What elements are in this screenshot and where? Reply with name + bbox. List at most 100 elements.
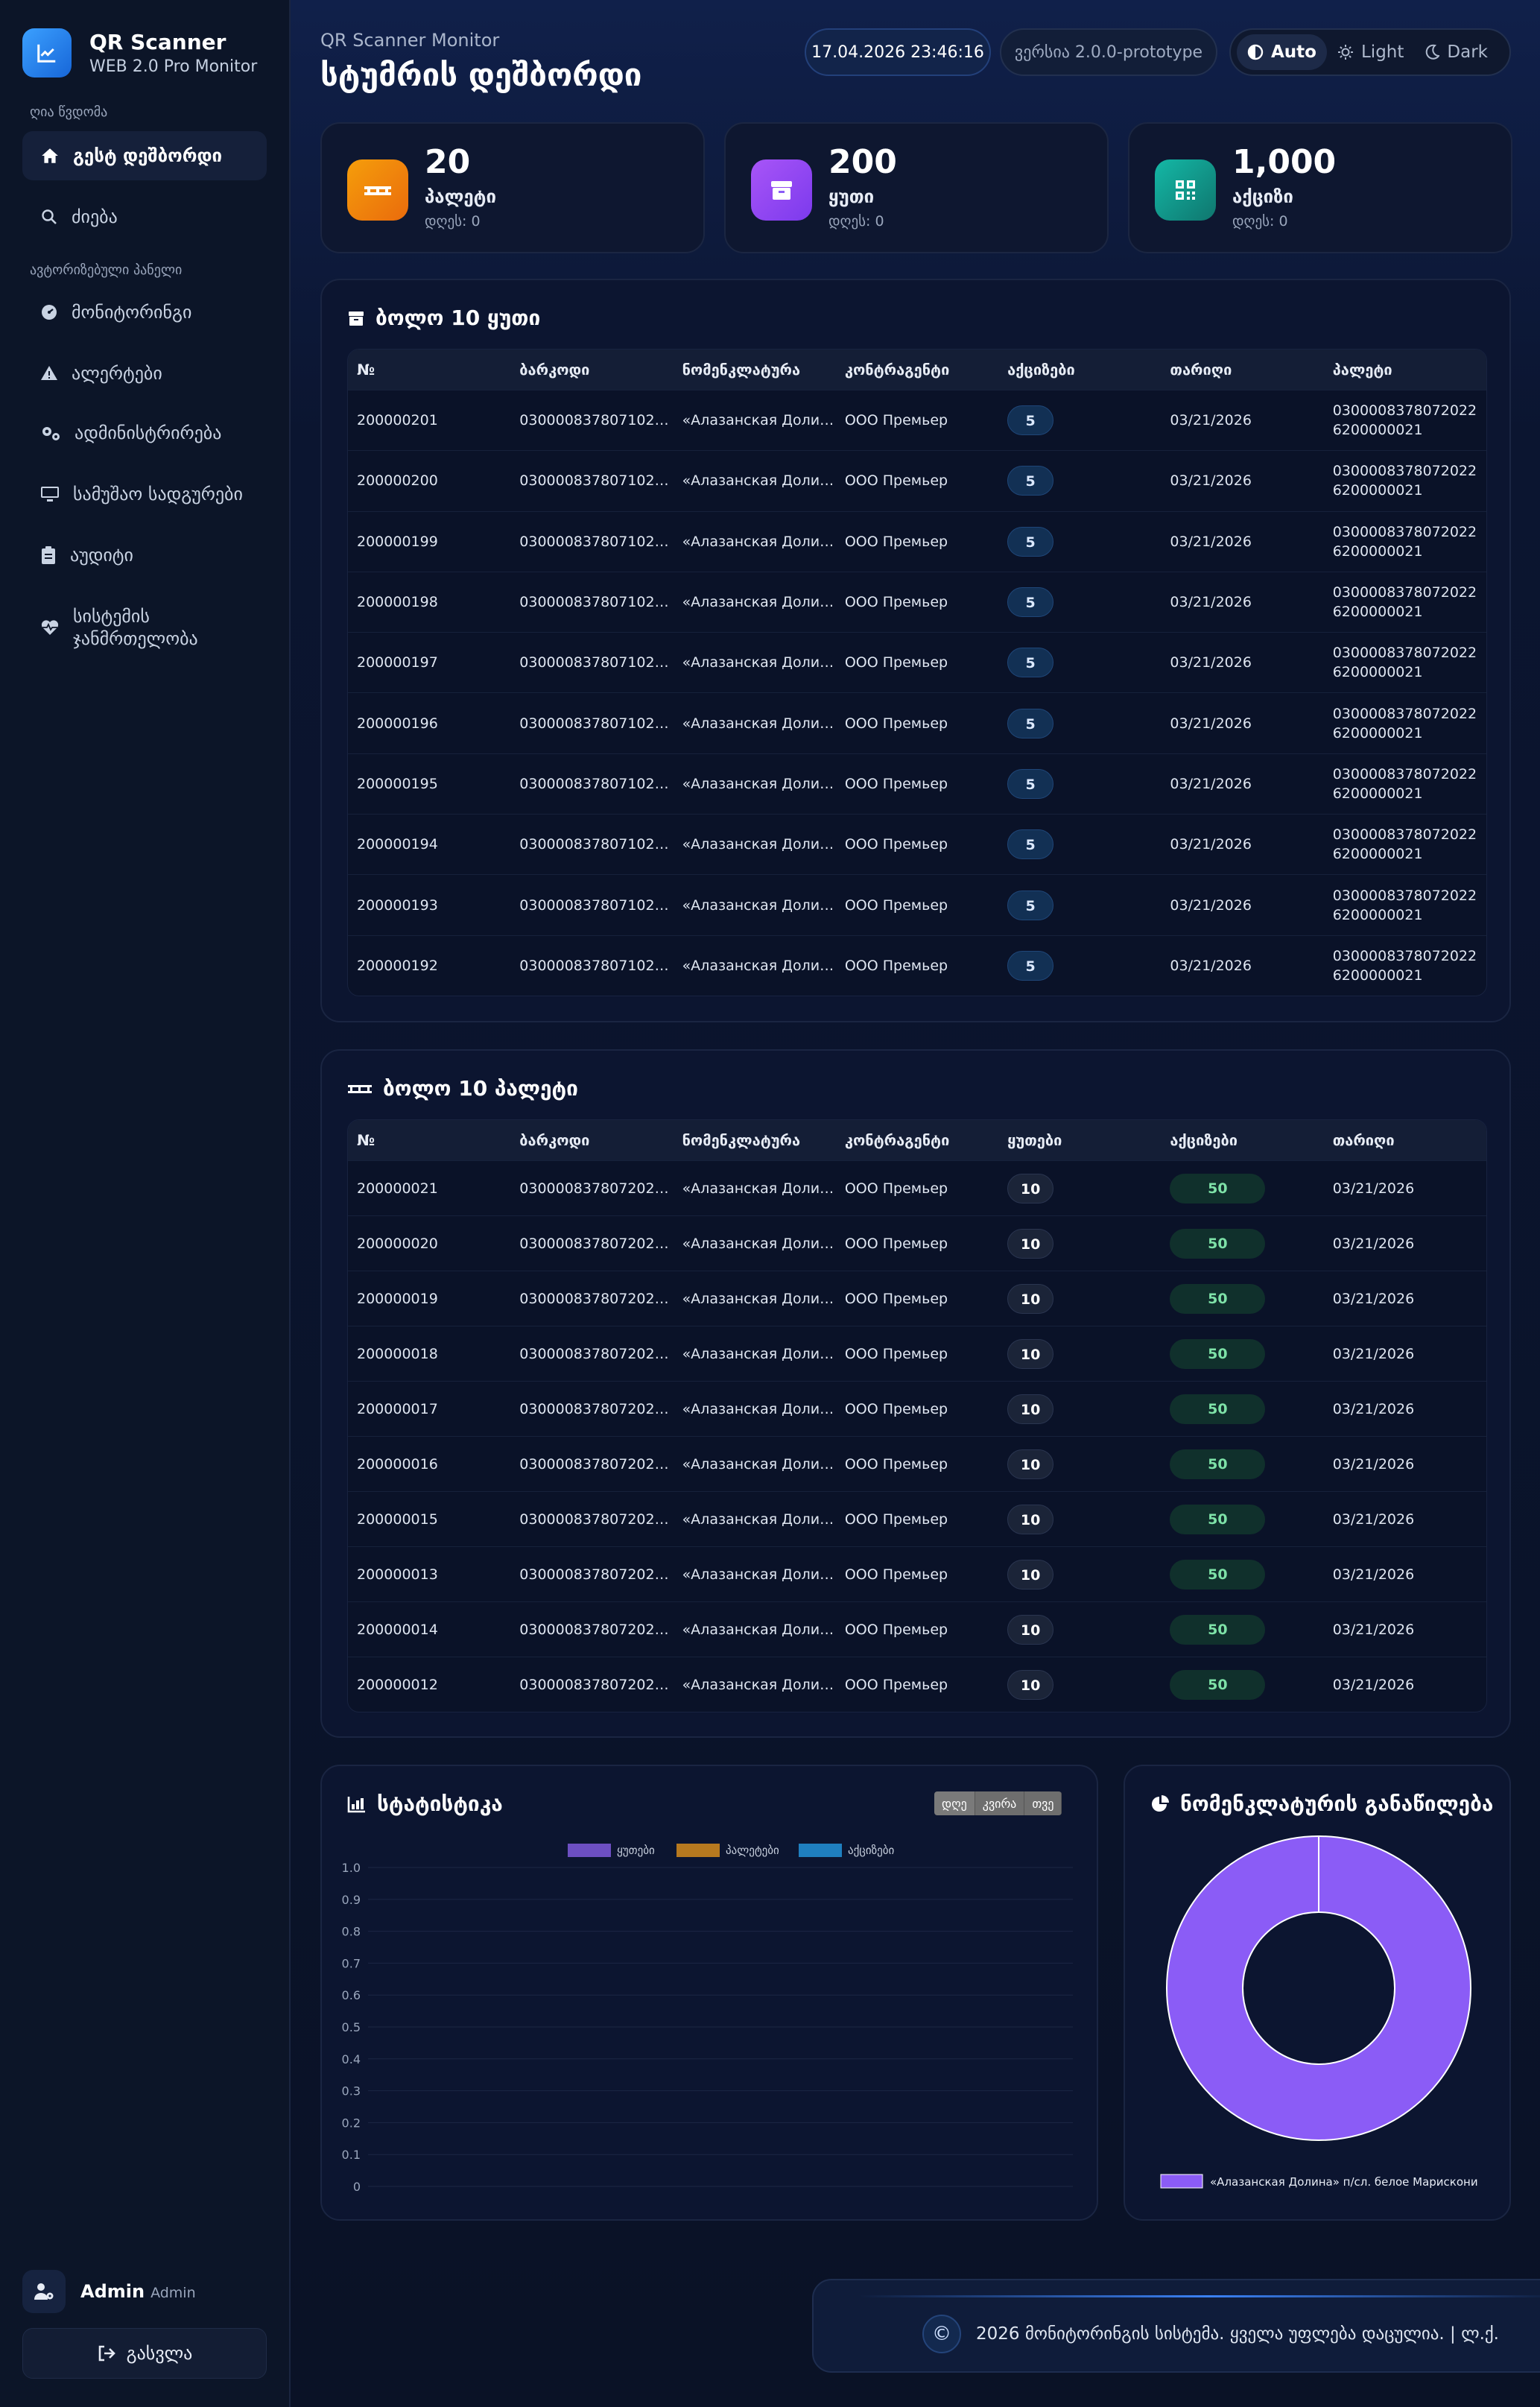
column-header[interactable]: აქციზები (1170, 1131, 1238, 1149)
cell-counterparty: ООО Премьер (844, 715, 948, 732)
column-header[interactable]: ბარკოდი (519, 1131, 590, 1149)
cell-excise: 5 (998, 768, 1161, 799)
stat-card-boxes: 200 ყუთი დღეს: 0 (724, 122, 1109, 253)
legend-label: «Алазанская Долина» п/сл. белое Марискон… (1210, 2175, 1478, 2189)
excise-count-badge: 50 (1170, 1228, 1266, 1259)
pallet-icon (348, 1084, 372, 1093)
table-row[interactable]: 200000200 0300008378071022... «Алазанская … (348, 450, 1486, 510)
cell-boxes: 10 (998, 1338, 1161, 1369)
cell-nomenclature: «Алазанская Долин... (682, 715, 836, 732)
table-row[interactable]: 200000014 0300008378072022... «Алазанская … (348, 1601, 1486, 1657)
column-header[interactable]: თარიღი (1332, 1131, 1395, 1149)
sidebar-item-label: სისტემის ჯანმრთელობა (73, 606, 198, 649)
legend-item[interactable]: ყუთები (568, 1844, 655, 1857)
column-header[interactable]: კონტრაგენტი (844, 361, 950, 379)
table-row[interactable]: 200000012 0300008378072022... «Алазанская … (348, 1657, 1486, 1712)
range-month-button[interactable]: თვე (1024, 1791, 1062, 1815)
sidebar-item-workstations[interactable]: სამუშაო სადგურები (22, 469, 267, 519)
cell-barcode: 0300008378072022... (519, 1566, 674, 1583)
sidebar-item-administration[interactable]: ადმინისტრირება (22, 408, 267, 458)
cell-date: 03/21/2026 (1170, 715, 1252, 732)
excise-count-badge: 50 (1170, 1338, 1266, 1369)
recent-boxes-panel: ბოლო 10 ყუთი № ბარკოდი ნომენკლატურა კონტ… (320, 279, 1511, 1022)
cell-nomenclature: «Алазанская Долин... (682, 1235, 836, 1252)
range-day-button[interactable]: დღე (934, 1791, 975, 1815)
cell-counterparty: ООО Премьер (844, 1345, 948, 1362)
table-row[interactable]: 200000017 0300008378072022... «Алазанская … (348, 1381, 1486, 1436)
cell-barcode: 0300008378071022... (519, 472, 674, 490)
sidebar-item-search[interactable]: ძიება (22, 192, 267, 241)
cell-excise: 50 (1161, 1283, 1323, 1314)
table-row[interactable]: 200000015 0300008378072022... «Алазанская … (348, 1491, 1486, 1546)
box-count-badge: 10 (1007, 1394, 1054, 1424)
cell-pallet: 03000083780720226200000021 (1332, 887, 1477, 923)
column-header[interactable]: № (357, 1131, 376, 1149)
legend-item[interactable]: აქციზები (799, 1844, 895, 1857)
cell-counterparty: ООО Премьер (844, 1455, 948, 1473)
table-row[interactable]: 200000199 0300008378071022... «Алазанская … (348, 510, 1486, 572)
sidebar-item-system-health[interactable]: სისტემის ჯანმრთელობა (22, 592, 267, 663)
table-row[interactable]: 200000196 0300008378071022... «Алазанская … (348, 692, 1486, 753)
column-header[interactable]: თარიღი (1170, 361, 1232, 379)
sidebar-item-audit[interactable]: აუდიტი (22, 531, 267, 580)
excise-count-badge: 50 (1170, 1173, 1266, 1204)
theme-dark-button[interactable]: Dark (1414, 34, 1498, 70)
sidebar-item-label: მონიტორინგი (72, 302, 192, 323)
cell-nomenclature: «Алазанская Долин... (682, 472, 836, 490)
column-header[interactable]: ნომენკლატურა (682, 361, 801, 379)
column-header[interactable]: პალეტი (1332, 361, 1392, 379)
sidebar-item-guest-dashboard[interactable]: გესტ დეშბორდი (22, 131, 267, 180)
column-header[interactable]: ბარკოდი (519, 361, 590, 379)
table-row[interactable]: 200000018 0300008378072022... «Алазанская … (348, 1326, 1486, 1381)
sidebar-item-alerts[interactable]: ალერტები (22, 349, 267, 398)
logout-icon (98, 2345, 115, 2362)
table-row[interactable]: 200000193 0300008378071022... «Алазанская … (348, 874, 1486, 934)
legend-item[interactable]: «Алазанская Долина» п/сл. белое Марискон… (1160, 2174, 1478, 2189)
recent-pallets-table: № ბარკოდი ნომენკლატურა კონტრაგენტი ყუთებ… (347, 1119, 1487, 1712)
pie-chart-icon (1152, 1794, 1169, 1812)
excise-count-badge: 5 (1007, 587, 1054, 618)
sidebar-item-monitoring[interactable]: მონიტორინგი (22, 288, 267, 337)
range-week-button[interactable]: კვირა (975, 1791, 1025, 1815)
column-header[interactable]: ნომენკლატურა (682, 1131, 801, 1149)
column-header[interactable]: № (357, 361, 376, 379)
table-row[interactable]: 200000195 0300008378071022... «Алазанская … (348, 753, 1486, 814)
table-row[interactable]: 200000197 0300008378071022... «Алазанская … (348, 632, 1486, 692)
cell-date: 03/21/2026 (1170, 957, 1252, 974)
cell-nomenclature: «Алазанская Долин... (682, 896, 836, 914)
cell-excise: 50 (1161, 1614, 1323, 1645)
table-row[interactable]: 200000021 0300008378072022... «Алазанская … (348, 1160, 1486, 1215)
cell-barcode: 0300008378072022... (519, 1621, 674, 1638)
table-row[interactable]: 200000019 0300008378072022... «Алазанская … (348, 1271, 1486, 1326)
cell-boxes: 10 (998, 1614, 1161, 1645)
y-tick-label: 0.7 (342, 1956, 361, 1970)
column-header[interactable]: აქციზები (1007, 361, 1075, 379)
logout-button[interactable]: გასვლა (22, 2328, 267, 2379)
excise-count-badge: 50 (1170, 1283, 1266, 1314)
cell-barcode: 0300008378071022... (519, 654, 674, 671)
cell-date: 03/21/2026 (1170, 594, 1252, 611)
table-row[interactable]: 200000201 0300008378071022... «Алазанская … (348, 390, 1486, 450)
legend-item[interactable]: პალეტები (676, 1844, 779, 1857)
stat-card-pallets: 20 პალეტი დღეს: 0 (320, 122, 705, 253)
cell-counterparty: ООО Премьер (844, 836, 948, 853)
table-row[interactable]: 200000192 0300008378071022... «Алазанская … (348, 934, 1486, 996)
table-row[interactable]: 200000020 0300008378072022... «Алазанская … (348, 1215, 1486, 1271)
theme-light-button[interactable]: Light (1327, 34, 1414, 70)
column-header[interactable]: ყუთები (1007, 1131, 1062, 1149)
box-count-badge: 10 (1007, 1559, 1054, 1590)
box-count-badge: 10 (1007, 1283, 1054, 1314)
table-row[interactable]: 200000013 0300008378072022... «Алазанская … (348, 1546, 1486, 1601)
cell-barcode: 0300008378072022... (519, 1345, 674, 1362)
cell-pallet: 03000083780720226200000021 (1332, 584, 1477, 621)
cell-date: 03/21/2026 (1332, 1621, 1415, 1638)
table-row[interactable]: 200000198 0300008378071022... «Алазанская … (348, 571, 1486, 632)
table-row[interactable]: 200000016 0300008378072022... «Алазанская … (348, 1436, 1486, 1491)
theme-auto-button[interactable]: Auto (1237, 34, 1327, 70)
column-header[interactable]: კონტრაგენტი (844, 1131, 950, 1149)
gauge-icon (42, 305, 57, 320)
table-row[interactable]: 200000194 0300008378071022... «Алазанская … (348, 814, 1486, 874)
cell-barcode: 0300008378072022... (519, 1235, 674, 1252)
excise-count-badge: 5 (1007, 466, 1054, 496)
cell-no: 200000021 (357, 1180, 438, 1197)
